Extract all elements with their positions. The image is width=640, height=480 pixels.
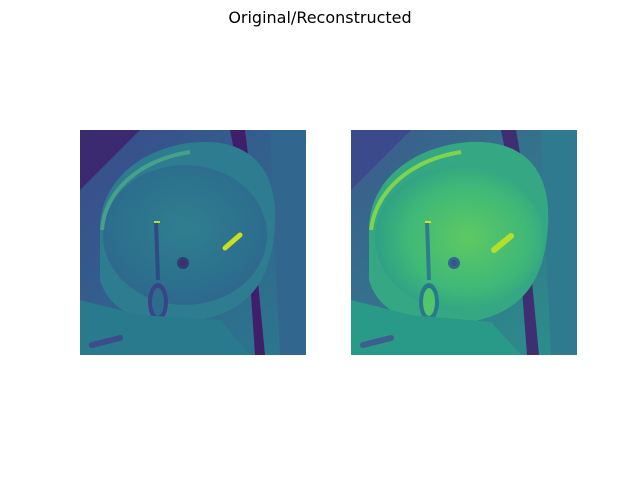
wall-region [270, 130, 306, 355]
counter-region [351, 300, 521, 355]
sink-bowl [103, 165, 267, 305]
object-shadow [360, 335, 394, 348]
light-reflection [222, 232, 243, 251]
faucet-base-inner [423, 288, 435, 316]
sink-bowl [375, 166, 543, 310]
original-image-panel [80, 130, 306, 355]
faucet-base-inner [152, 288, 164, 316]
object-shadow [89, 335, 123, 348]
shadow-region [351, 130, 411, 190]
original-image [80, 130, 306, 355]
drain-center [451, 260, 457, 266]
drain-center [180, 260, 186, 266]
shadow-region [80, 130, 140, 190]
figure-title: Original/Reconstructed [228, 8, 412, 27]
rim-highlight [369, 150, 462, 231]
faucet-spout [425, 221, 431, 281]
light-reflection [491, 233, 514, 253]
rim-highlight [100, 150, 191, 231]
reconstructed-image [351, 130, 577, 355]
wall-region [541, 130, 577, 355]
reconstructed-image-panel [351, 130, 577, 355]
counter-region [80, 300, 250, 355]
faucet-spout [154, 221, 160, 281]
